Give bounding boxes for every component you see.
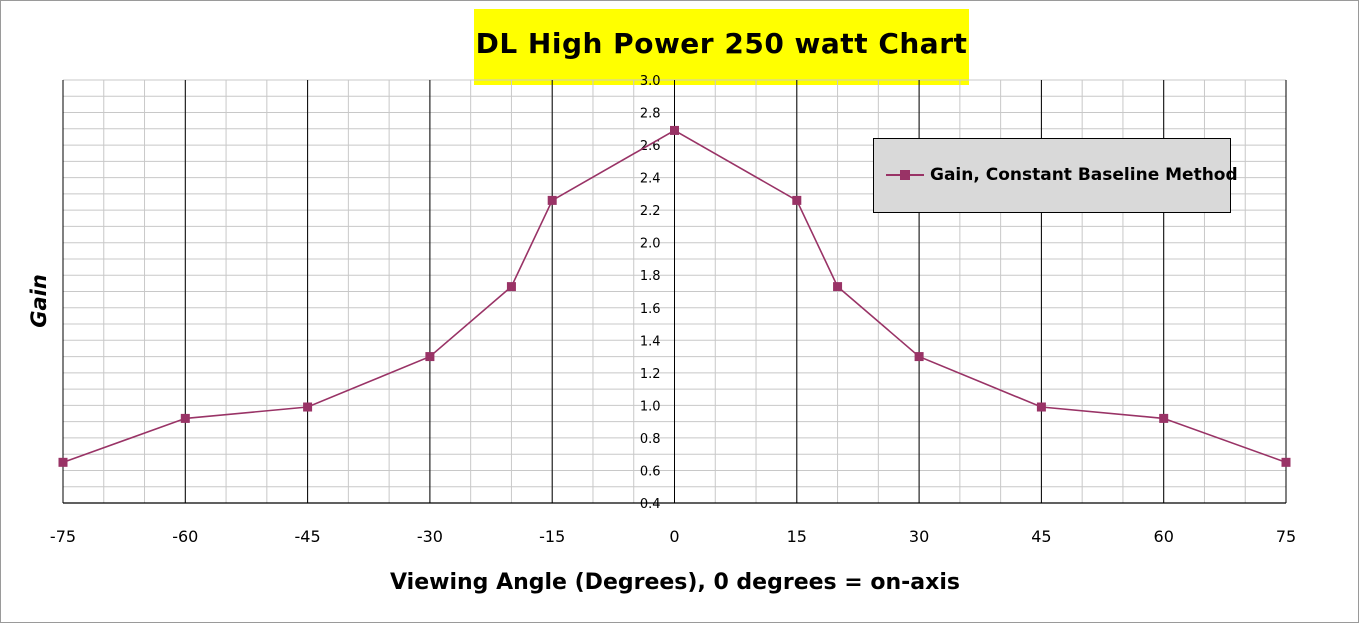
x-tick-label: -15 <box>539 527 565 546</box>
data-point <box>58 457 68 467</box>
y-tick-label: 1.6 <box>640 302 661 317</box>
x-tick-label: 30 <box>909 527 929 546</box>
data-point <box>1036 402 1046 412</box>
x-tick-label: 75 <box>1276 527 1296 546</box>
data-point <box>506 282 516 292</box>
y-tick-label: 1.0 <box>640 399 661 414</box>
x-axis-label: Viewing Angle (Degrees), 0 degrees = on-… <box>390 570 960 595</box>
chart-title: DL High Power 250 watt Chart <box>475 27 968 60</box>
y-tick-label: 1.4 <box>640 334 661 349</box>
legend: Gain, Constant Baseline Method <box>873 138 1238 213</box>
x-tick-label: -75 <box>50 527 76 546</box>
x-tick-label: 0 <box>669 527 679 546</box>
y-tick-label: 3.0 <box>640 74 661 89</box>
data-point <box>914 352 924 362</box>
x-tick-label: -30 <box>417 527 443 546</box>
y-tick-label: 1.2 <box>640 367 661 382</box>
data-point <box>303 402 313 412</box>
y-tick-label: 2.8 <box>640 107 661 122</box>
data-point <box>670 125 679 135</box>
y-tick-label: 0.4 <box>640 497 661 512</box>
series-layer <box>58 125 1291 467</box>
major-grid <box>62 80 1287 503</box>
y-tick-label: 2.0 <box>640 237 661 252</box>
y-tick-label: 2.2 <box>640 204 661 219</box>
y-tick-label: 0.6 <box>640 464 661 479</box>
x-tick-labels: -75 -60 -45 -30 -15 0 15 30 45 60 75 <box>50 527 1296 546</box>
data-point <box>833 282 843 292</box>
chart-title-box: DL High Power 250 watt Chart <box>474 9 969 85</box>
y-tick-label: 1.8 <box>640 269 661 284</box>
y-tick-label: 0.8 <box>640 432 661 447</box>
x-tick-label: -45 <box>295 527 321 546</box>
y-tick-label: 2.4 <box>640 172 661 187</box>
x-tick-label: 60 <box>1154 527 1174 546</box>
x-tick-label: -60 <box>172 527 198 546</box>
data-point <box>1159 413 1169 423</box>
data-point <box>792 195 802 205</box>
data-point <box>1281 457 1291 467</box>
y-tick-labels: 0.4 0.6 0.8 1.0 1.2 1.4 1.6 1.8 2.0 2.2 2.4 2.6 2.8 3… <box>640 74 661 512</box>
legend-label: Gain, Constant Baseline Method <box>930 165 1238 185</box>
legend-swatch <box>886 170 924 180</box>
x-tick-label: 45 <box>1031 527 1051 546</box>
data-point <box>425 352 435 362</box>
y-axis-label: Gain <box>27 274 51 328</box>
data-point <box>180 413 190 423</box>
data-point <box>547 195 557 205</box>
x-tick-label: 15 <box>787 527 807 546</box>
y-tick-label: 2.6 <box>640 139 661 154</box>
